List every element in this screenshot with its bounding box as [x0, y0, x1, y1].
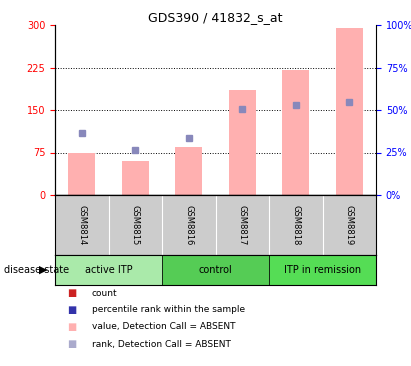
Text: control: control — [199, 265, 232, 275]
Text: GSM8816: GSM8816 — [184, 205, 193, 245]
Text: value, Detection Call = ABSENT: value, Detection Call = ABSENT — [92, 322, 236, 332]
Text: GSM8817: GSM8817 — [238, 205, 247, 245]
Bar — [229, 90, 256, 195]
Bar — [282, 70, 309, 195]
Text: rank, Detection Call = ABSENT: rank, Detection Call = ABSENT — [92, 340, 231, 348]
Title: GDS390 / 41832_s_at: GDS390 / 41832_s_at — [148, 11, 283, 24]
Text: ■: ■ — [67, 288, 76, 298]
Bar — [175, 147, 202, 195]
Text: ■: ■ — [67, 305, 76, 315]
Bar — [122, 161, 149, 195]
Bar — [162, 255, 269, 285]
Text: ■: ■ — [67, 339, 76, 349]
Bar — [336, 28, 363, 195]
Bar — [68, 153, 95, 195]
Text: ITP in remission: ITP in remission — [284, 265, 361, 275]
Text: GSM8814: GSM8814 — [77, 205, 86, 245]
Text: disease state: disease state — [4, 265, 69, 275]
Text: GSM8819: GSM8819 — [345, 205, 354, 245]
Bar — [269, 255, 376, 285]
Text: GSM8815: GSM8815 — [131, 205, 140, 245]
Text: ■: ■ — [67, 322, 76, 332]
Text: active ITP: active ITP — [85, 265, 132, 275]
Text: ▶: ▶ — [39, 265, 47, 275]
Text: percentile rank within the sample: percentile rank within the sample — [92, 306, 245, 314]
Text: count: count — [92, 288, 118, 298]
Bar — [55, 255, 162, 285]
Text: GSM8818: GSM8818 — [291, 205, 300, 245]
